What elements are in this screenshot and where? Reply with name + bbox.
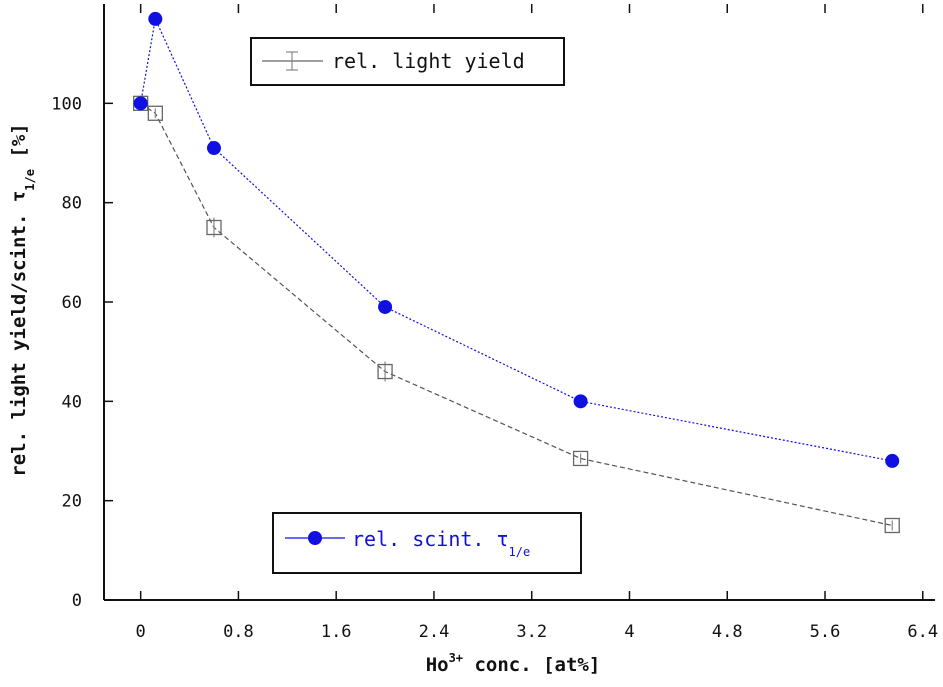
light-yield-point	[377, 363, 393, 380]
series-scint-tau-line	[140, 16, 893, 462]
legend-scint-tau-label-sub: 1/e	[509, 545, 531, 559]
y-axis-title-suffix: [%]	[8, 123, 30, 169]
y-axis-ticks: 0 20 40 60 80 100	[51, 94, 113, 611]
x-axis-title-suffix: conc. [at%]	[463, 654, 600, 676]
y-axis-title: rel. light yield/scint. τ1/e [%]	[8, 123, 37, 476]
scint-tau-point	[573, 394, 588, 409]
y-tick-label: 20	[62, 492, 82, 512]
y-tick-label: 0	[72, 591, 82, 611]
legend-scint-tau-box	[272, 512, 582, 574]
scint-tau-point	[133, 96, 148, 111]
series-layer	[133, 11, 900, 534]
y-tick-label: 40	[62, 392, 82, 412]
x-tick-label: 0.8	[223, 622, 254, 642]
y-axis-title-sub: 1/e	[23, 169, 37, 191]
scint-tau-point	[206, 141, 221, 156]
legend-light-yield: rel. light yield	[250, 37, 565, 86]
y-tick-label: 100	[51, 94, 82, 114]
light-yield-point	[572, 450, 589, 467]
x-axis-title-prefix: Ho	[426, 654, 449, 676]
x-tick-label: 1.6	[321, 622, 352, 642]
legend-scint-tau: rel. scint. τ1/e	[272, 512, 582, 574]
series-light-yield-line	[140, 102, 893, 527]
scint-tau-point	[378, 299, 393, 314]
legend-light-yield-label: rel. light yield	[332, 49, 525, 73]
scint-tau-point	[148, 11, 163, 26]
y-axis-title-main: rel. light yield/scint. τ	[8, 191, 30, 477]
light-yield-point	[147, 105, 163, 121]
light-yield-point	[884, 517, 900, 534]
x-axis-title-sup: 3+	[449, 651, 463, 665]
plot-frame	[103, 4, 935, 601]
x-tick-label: 0	[136, 622, 146, 642]
x-axis-title: Ho3+ conc. [at%]	[426, 651, 601, 676]
x-tick-label: 4	[624, 622, 634, 642]
y-tick-label: 60	[62, 293, 82, 313]
legend-scint-tau-marker	[308, 531, 322, 545]
light-yield-point	[206, 219, 222, 236]
x-tick-label: 6.4	[907, 622, 938, 642]
legend-scint-tau-label-main: rel. scint. τ	[352, 527, 509, 551]
x-tick-label: 5.6	[810, 622, 841, 642]
y-tick-label: 80	[62, 194, 82, 214]
x-tick-label: 4.8	[712, 622, 743, 642]
x-axis-ticks: 0 0.8 1.6 2.4 3.2 4 4.8 5.6 6.4	[136, 4, 938, 642]
x-tick-label: 3.2	[516, 622, 547, 642]
x-tick-label: 2.4	[419, 622, 450, 642]
scint-tau-point	[885, 453, 900, 468]
legend-scint-tau-label: rel. scint. τ1/e	[352, 527, 530, 559]
